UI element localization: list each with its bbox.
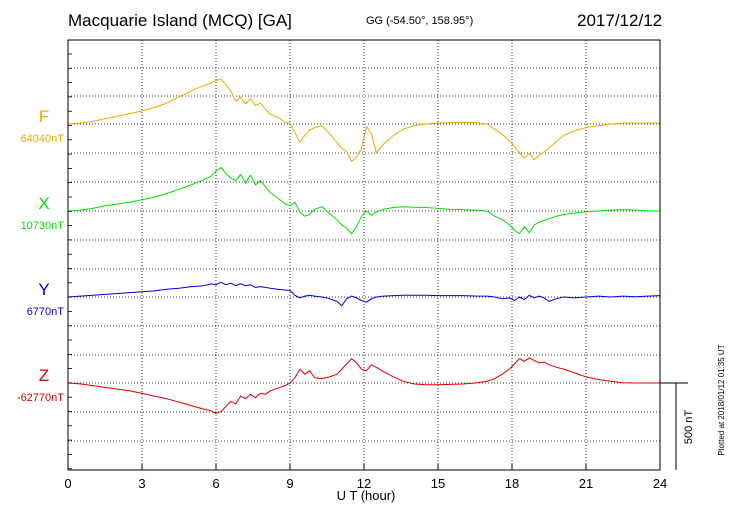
station-coordinates: GG (-54.50°, 158.95°) (366, 15, 474, 27)
x-tick-label: 6 (212, 476, 219, 491)
series-line-y (67, 281, 661, 307)
x-tick-label: 12 (357, 476, 371, 491)
series-name-x: X (38, 194, 49, 213)
x-tick-label: 3 (138, 476, 145, 491)
series-baseline-z: -62770nT (17, 392, 64, 404)
plotted-at-note: Plotted at 2018/01/12 01:35 UT (717, 344, 726, 455)
x-tick-label: 0 (64, 476, 71, 491)
series-name-z: Z (39, 366, 49, 385)
x-tick-label: 18 (505, 476, 519, 491)
series-baseline-y: 6770nT (27, 306, 65, 318)
series-line-x (67, 167, 661, 235)
scale-bar-label: 500 nT (683, 410, 695, 445)
series-line-f (67, 78, 660, 162)
series-labels: F 64040nT X 10730nT Y 6770nT Z -62770nT (17, 107, 64, 404)
series-line-z (67, 357, 660, 414)
series-name-f: F (39, 107, 49, 126)
scale-bar (660, 382, 688, 470)
grid (68, 40, 660, 470)
series-baseline-f: 64040nT (21, 133, 65, 145)
x-axis-label: U T (hour) (337, 488, 396, 503)
series-name-y: Y (38, 280, 49, 299)
plot-date: 2017/12/12 (577, 11, 663, 30)
traces (67, 78, 661, 414)
series-baseline-x: 10730nT (21, 220, 65, 232)
plot-frame (67, 39, 661, 471)
x-tick-label: 24 (653, 476, 667, 491)
station-title: Macquarie Island (MCQ) [GA] (68, 11, 292, 30)
x-tick-label: 15 (431, 476, 445, 491)
x-ticks: 0 3 6 9 12 15 18 21 24 (64, 53, 667, 491)
x-tick-label: 21 (579, 476, 593, 491)
x-tick-label: 9 (286, 476, 293, 491)
